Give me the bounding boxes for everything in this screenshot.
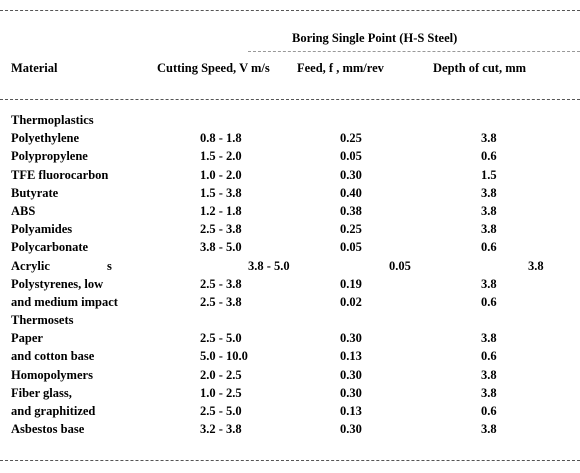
feed-cell: 0.38 (340, 203, 362, 218)
table-row: ABS 1.2 - 1.8 0.38 3.8 (0, 203, 580, 221)
depth-cell: 3.8 (528, 258, 544, 273)
material-cell: Polypropylene (11, 149, 88, 164)
material-cell: Paper (11, 331, 43, 346)
material-cell: Polystyrenes, low (11, 276, 104, 291)
column-header-depth: Depth of cut, mm (433, 61, 527, 75)
feed-cell: 0.05 (340, 149, 362, 164)
group-header-rule (248, 51, 580, 52)
table-row: Asbestos base 3.2 - 3.8 0.30 3.8 (0, 421, 580, 439)
cutting-speed-cell: 1.5 - 2.0 (200, 149, 242, 164)
depth-cell: 3.8 (481, 131, 497, 146)
material-cell: Polyamides (11, 222, 73, 237)
table-row: Polypropylene 1.5 - 2.0 0.05 0.6 (0, 148, 580, 166)
cutting-speed-cell: 2.5 - 3.8 (200, 222, 242, 237)
feed-cell: 0.13 (340, 349, 362, 364)
feed-cell: 0.30 (340, 367, 362, 382)
table-row: Polyethylene 0.8 - 1.8 0.25 3.8 (0, 130, 580, 148)
material-suffix-cell: s (107, 258, 112, 273)
depth-cell: 3.8 (481, 385, 497, 400)
feed-cell: 0.02 (340, 294, 362, 309)
depth-cell: 3.8 (481, 203, 497, 218)
material-cell: Homopolymers (11, 367, 93, 382)
cutting-speed-cell: 3.8 - 5.0 (200, 240, 242, 255)
depth-cell: 0.6 (481, 404, 497, 418)
feed-cell: 0.05 (340, 240, 362, 255)
material-cell: Fiber glass, (11, 385, 72, 400)
table-row: Homopolymers 2.0 - 2.5 0.30 3.8 (0, 367, 580, 385)
material-cell: Asbestos base (11, 422, 85, 437)
feed-cell: 0.30 (340, 167, 362, 182)
material-cell: and cotton base (11, 349, 95, 364)
table-body: Thermoplastics Polyethylene 0.8 - 1.8 0.25 3… (0, 112, 580, 439)
cutting-speed-cell: 2.5 - 3.8 (200, 294, 242, 309)
depth-cell: 1.5 (481, 167, 497, 182)
cutting-speed-cell: 1.2 - 1.8 (200, 203, 242, 218)
cutting-speed-cell: 2.5 - 3.8 (200, 276, 242, 291)
table-row: TFE fluorocarbon 1.0 - 2.0 0.30 1.5 (0, 167, 580, 185)
depth-cell: 3.8 (481, 367, 497, 382)
material-cell: Acrylic (11, 258, 50, 273)
feed-cell: 0.05 (389, 258, 411, 273)
table-row: Polycarbonate 3.8 - 5.0 0.05 0.6 (0, 239, 580, 257)
material-cell: Thermoplastics (11, 113, 94, 127)
table-bottom-rule (0, 460, 580, 461)
cutting-speed-cell: 1.0 - 2.5 (200, 385, 242, 400)
feed-cell: 0.25 (340, 222, 362, 237)
section-row: Thermosets (0, 312, 580, 330)
material-cell: TFE fluorocarbon (11, 167, 109, 182)
material-cell: Thermosets (11, 313, 74, 328)
feed-cell: 0.13 (340, 404, 362, 418)
column-header-feed: Feed, f , mm/rev (297, 61, 384, 75)
depth-cell: 0.6 (481, 349, 497, 364)
depth-cell: 0.6 (481, 149, 497, 164)
cutting-speed-cell: 1.0 - 2.0 (200, 167, 242, 182)
cutting-speed-cell: 2.5 - 5.0 (200, 404, 242, 418)
depth-cell: 0.6 (481, 294, 497, 309)
group-header: Boring Single Point (H-S Steel) (292, 31, 458, 45)
feed-cell: 0.19 (340, 276, 362, 291)
depth-cell: 3.8 (481, 422, 497, 437)
cutting-speed-cell: 3.8 - 5.0 (248, 258, 290, 273)
cutting-speed-cell: 2.5 - 5.0 (200, 331, 242, 346)
depth-cell: 0.6 (481, 240, 497, 255)
material-cell: ABS (11, 203, 36, 218)
table-row: and medium impact 2.5 - 3.8 0.02 0.6 (0, 294, 580, 312)
table-row: and graphitized 2.5 - 5.0 0.13 0.6 (0, 403, 580, 421)
table-row: Acrylic s 3.8 - 5.0 0.05 3.8 (0, 258, 580, 276)
table-row: Polystyrenes, low 2.5 - 3.8 0.19 3.8 (0, 276, 580, 294)
table-row: and cotton base 5.0 - 10.0 0.13 0.6 (0, 348, 580, 366)
depth-cell: 3.8 (481, 276, 497, 291)
table-row: Butyrate 1.5 - 3.8 0.40 3.8 (0, 185, 580, 203)
material-cell: Polycarbonate (11, 240, 89, 255)
feed-cell: 0.30 (340, 385, 362, 400)
section-row: Thermoplastics (0, 112, 580, 130)
material-cell: and medium impact (11, 294, 118, 309)
material-cell: Polyethylene (11, 131, 80, 146)
depth-cell: 3.8 (481, 185, 497, 200)
feed-cell: 0.30 (340, 331, 362, 346)
cutting-speed-cell: 3.2 - 3.8 (200, 422, 242, 437)
depth-cell: 3.8 (481, 331, 497, 346)
material-cell: Butyrate (11, 185, 59, 200)
feed-cell: 0.25 (340, 131, 362, 146)
cutting-speed-cell: 2.0 - 2.5 (200, 367, 242, 382)
header-bottom-rule (0, 99, 580, 100)
column-header-cutting-speed: Cutting Speed, V m/s (157, 61, 270, 75)
material-cell: and graphitized (11, 404, 96, 418)
table-row: Polyamides 2.5 - 3.8 0.25 3.8 (0, 221, 580, 239)
table-row: Paper 2.5 - 5.0 0.30 3.8 (0, 330, 580, 348)
cutting-speed-cell: 1.5 - 3.8 (200, 185, 242, 200)
table-row: Fiber glass, 1.0 - 2.5 0.30 3.8 (0, 385, 580, 403)
feed-cell: 0.40 (340, 185, 362, 200)
cutting-speed-cell: 5.0 - 10.0 (200, 349, 248, 364)
column-header-material: Material (11, 61, 58, 75)
cutting-speed-cell: 0.8 - 1.8 (200, 131, 242, 146)
depth-cell: 3.8 (481, 222, 497, 237)
feed-cell: 0.30 (340, 422, 362, 437)
table-top-rule (0, 10, 580, 11)
